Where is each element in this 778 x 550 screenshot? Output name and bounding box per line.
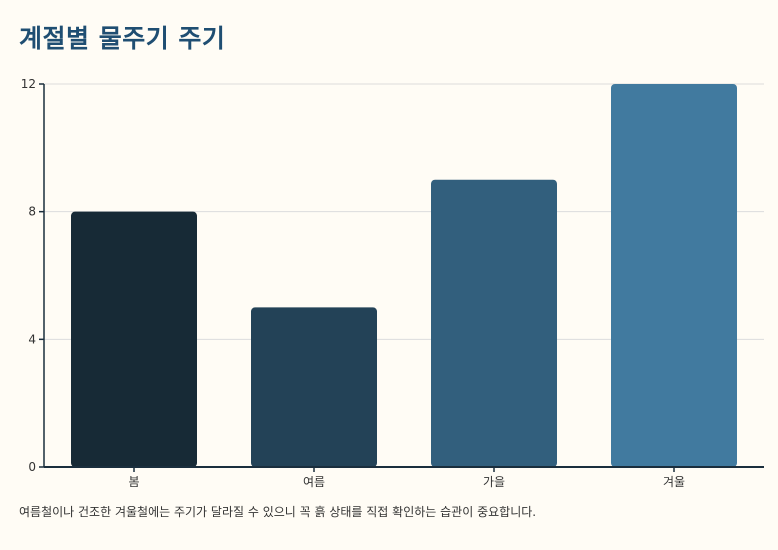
bar-chart: 0 4 8 12 봄 여름 가을 겨울	[21, 77, 764, 489]
x-tick-label: 봄	[128, 475, 139, 489]
bar-0	[71, 211, 197, 467]
x-tick-label: 겨울	[663, 475, 685, 489]
x-tick-label: 가을	[483, 475, 505, 489]
y-tick-label: 12	[21, 77, 36, 91]
chart-title: 계절별 물주기 주기	[19, 24, 226, 53]
footnote: 여름철이나 건조한 겨울철에는 주기가 달라질 수 있으니 꼭 흙 상태를 직접…	[19, 505, 537, 519]
y-tick-label: 0	[28, 460, 36, 474]
axes	[39, 83, 764, 472]
bar-2	[431, 179, 557, 467]
bar-1	[251, 307, 377, 467]
y-tick-label: 4	[28, 332, 36, 346]
y-tick-label: 8	[28, 205, 36, 219]
tick-labels: 0 4 8 12 봄 여름 가을 겨울	[21, 77, 685, 489]
x-tick-label: 여름	[303, 475, 325, 489]
bars	[71, 84, 737, 467]
bar-3	[611, 84, 737, 467]
